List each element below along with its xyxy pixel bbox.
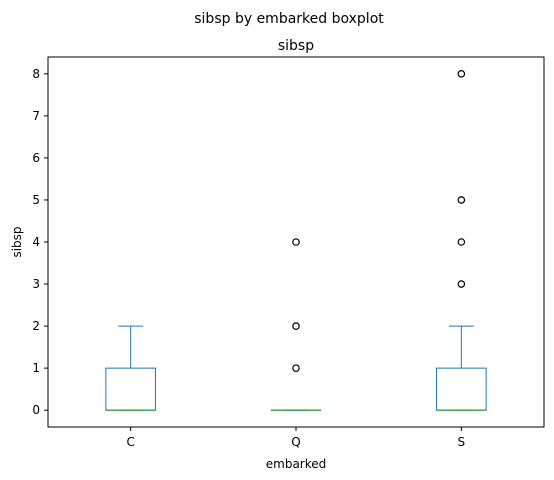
- y-axis-label: sibsp: [10, 226, 24, 257]
- figure-suptitle: sibsp by embarked boxplot: [194, 11, 384, 27]
- outlier-point: [457, 70, 466, 78]
- outlier-point: [292, 322, 300, 330]
- outlier-point: [292, 238, 300, 246]
- x-axis-label: embarked: [266, 457, 327, 471]
- outlier-point: [292, 364, 300, 372]
- box-iqr: [105, 367, 156, 411]
- y-tick-label: 0: [32, 403, 40, 417]
- x-tick-label: Q: [291, 435, 300, 449]
- y-tick-label: 7: [32, 109, 40, 123]
- outlier-point: [457, 196, 466, 204]
- y-tick-label: 8: [32, 67, 40, 81]
- box-iqr: [436, 367, 487, 411]
- y-tick-label: 2: [32, 319, 40, 333]
- outlier-point: [457, 280, 466, 288]
- y-tick-label: 3: [32, 277, 40, 291]
- y-tick-label: 1: [32, 361, 40, 375]
- plot-frame: [47, 56, 545, 428]
- outlier-point: [457, 238, 466, 246]
- y-tick-label: 4: [32, 235, 40, 249]
- y-tick-label: 6: [32, 151, 40, 165]
- x-tick-label: C: [126, 435, 134, 449]
- x-tick-label: S: [458, 435, 466, 449]
- y-tick-label: 5: [32, 193, 40, 207]
- axes-title: sibsp: [278, 38, 314, 54]
